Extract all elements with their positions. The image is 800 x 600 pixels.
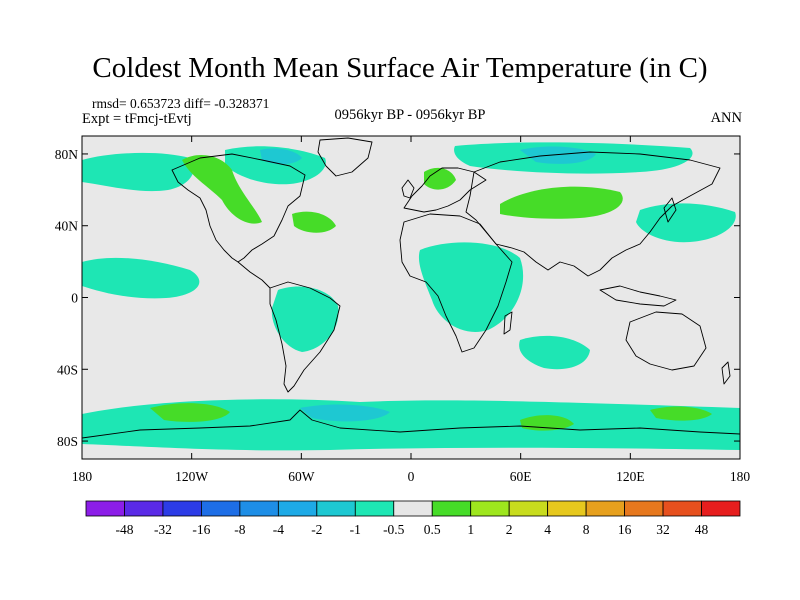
colorbar-label: 48 [695, 522, 709, 537]
colorbar-label: 0.5 [424, 522, 441, 537]
colorbar-label: 8 [583, 522, 590, 537]
colorbar-swatch [393, 500, 433, 517]
lon-tick-label: 60W [288, 469, 315, 484]
anomaly-region-south-america-cyan [271, 286, 339, 352]
anomaly-region-arctic-canada-cyan [225, 146, 326, 185]
coastline-north-america [171, 153, 306, 263]
experiment-line: Expt = tFmcj-tEvtj [82, 111, 192, 127]
colorbar: -48 -32 -16 -8 -4 -2 -1 -0.5 0.5 1 2 4 8 16 32 48 [85, 500, 741, 537]
colorbar-swatch [701, 500, 741, 517]
colorbar-swatch [239, 500, 279, 517]
lat-tick-label: 40N [55, 219, 79, 234]
anomaly-region-siberia-blue [520, 146, 596, 164]
anomaly-region-south-pacific-green [150, 403, 230, 422]
lat-tick-label: 80S [57, 434, 78, 449]
anomaly-region-east-asia-cyan [636, 203, 736, 243]
coastline-japan [663, 197, 677, 223]
longitude-axis: 180 120W 60W 0 60E 120E 180 [72, 136, 751, 484]
anomaly-region-alaska-green [182, 155, 262, 224]
colorbar-swatch [547, 500, 587, 517]
coastlines [82, 137, 740, 439]
anomaly-fields [82, 142, 740, 451]
period-label: 0956kyr BP - 0956kyr BP [334, 107, 486, 123]
coastline-central-america [237, 261, 271, 289]
map-panel: 80N 40N 0 40S 80S 180 120W 60W 0 60E 120E 180 [55, 135, 751, 484]
colorbar-label: -16 [192, 522, 210, 537]
colorbar-label: -4 [273, 522, 284, 537]
colorbar-swatch [162, 500, 202, 517]
lat-tick-label: 80N [55, 147, 79, 162]
coastline-south-america [269, 281, 341, 393]
lon-tick-label: 60E [510, 469, 532, 484]
anomaly-region-central-asia-green [500, 186, 623, 219]
anomaly-region-north-atlantic-green [292, 211, 336, 233]
colorbar-label: -0.5 [383, 522, 405, 537]
lon-tick-label: 120W [175, 469, 208, 484]
colorbar-swatch [316, 500, 356, 517]
anomaly-region-pacific-tropics-cyan [82, 257, 200, 299]
coastline-greenland [317, 137, 373, 177]
coastline-new-zealand [721, 361, 731, 385]
coastline-asia [465, 151, 721, 277]
anomaly-region-southern-ocean-cyan [82, 399, 740, 451]
lon-tick-label: 180 [72, 469, 93, 484]
colorbar-swatch [585, 500, 625, 517]
anomaly-region-africa-cyan [418, 242, 524, 332]
lat-tick-label: 40S [57, 362, 78, 377]
colorbar-label: -32 [154, 522, 172, 537]
season-label: ANN [710, 110, 742, 126]
colorbar-label: -2 [311, 522, 322, 537]
colorbar-swatch [508, 500, 549, 517]
colorbar-swatch [624, 500, 664, 517]
colorbar-swatch [662, 500, 702, 517]
colorbar-swatch [277, 500, 318, 517]
colorbar-label: -1 [350, 522, 361, 537]
coastline-australia [625, 311, 707, 371]
stats-line: rmsd= 0.653723 diff= -0.328371 [92, 96, 270, 111]
colorbar-swatch [431, 500, 472, 517]
anomaly-region-scandinavia-green [424, 167, 456, 190]
lon-tick-label: 120E [616, 469, 645, 484]
colorbar-label: 16 [618, 522, 632, 537]
colorbar-label: -8 [234, 522, 245, 537]
colorbar-swatch [201, 500, 241, 517]
colorbar-label: 2 [506, 522, 513, 537]
coastline-britain [401, 179, 415, 199]
colorbar-swatch [85, 500, 125, 517]
colorbar-swatch [124, 500, 164, 517]
anomaly-region-north-pacific-cyan [82, 152, 194, 192]
colorbar-label: 32 [656, 522, 670, 537]
colorbar-swatch [354, 500, 395, 517]
coastline-europe [403, 167, 487, 213]
coastline-africa [399, 213, 513, 353]
coastline-madagascar [503, 311, 513, 335]
anomaly-region-indian-ocean-cyan [519, 335, 590, 370]
colorbar-swatch [470, 500, 510, 517]
anomaly-region-canada-blue [260, 148, 302, 165]
anomaly-region-southern-indian-green [650, 406, 712, 421]
plot-title: Coldest Month Mean Surface Air Temperatu… [92, 52, 708, 84]
latitude-axis: 80N 40N 0 40S 80S [55, 147, 740, 449]
lon-tick-label: 0 [408, 469, 415, 484]
lon-tick-label: 180 [730, 469, 751, 484]
colorbar-label: -48 [115, 522, 133, 537]
anomaly-region-southern-ocean-blue [300, 404, 390, 422]
colorbar-label: 4 [544, 522, 551, 537]
coastline-antarctica [82, 409, 740, 439]
coastline-indonesia [599, 285, 677, 307]
lat-tick-label: 0 [71, 291, 78, 306]
colorbar-label: 1 [467, 522, 474, 537]
